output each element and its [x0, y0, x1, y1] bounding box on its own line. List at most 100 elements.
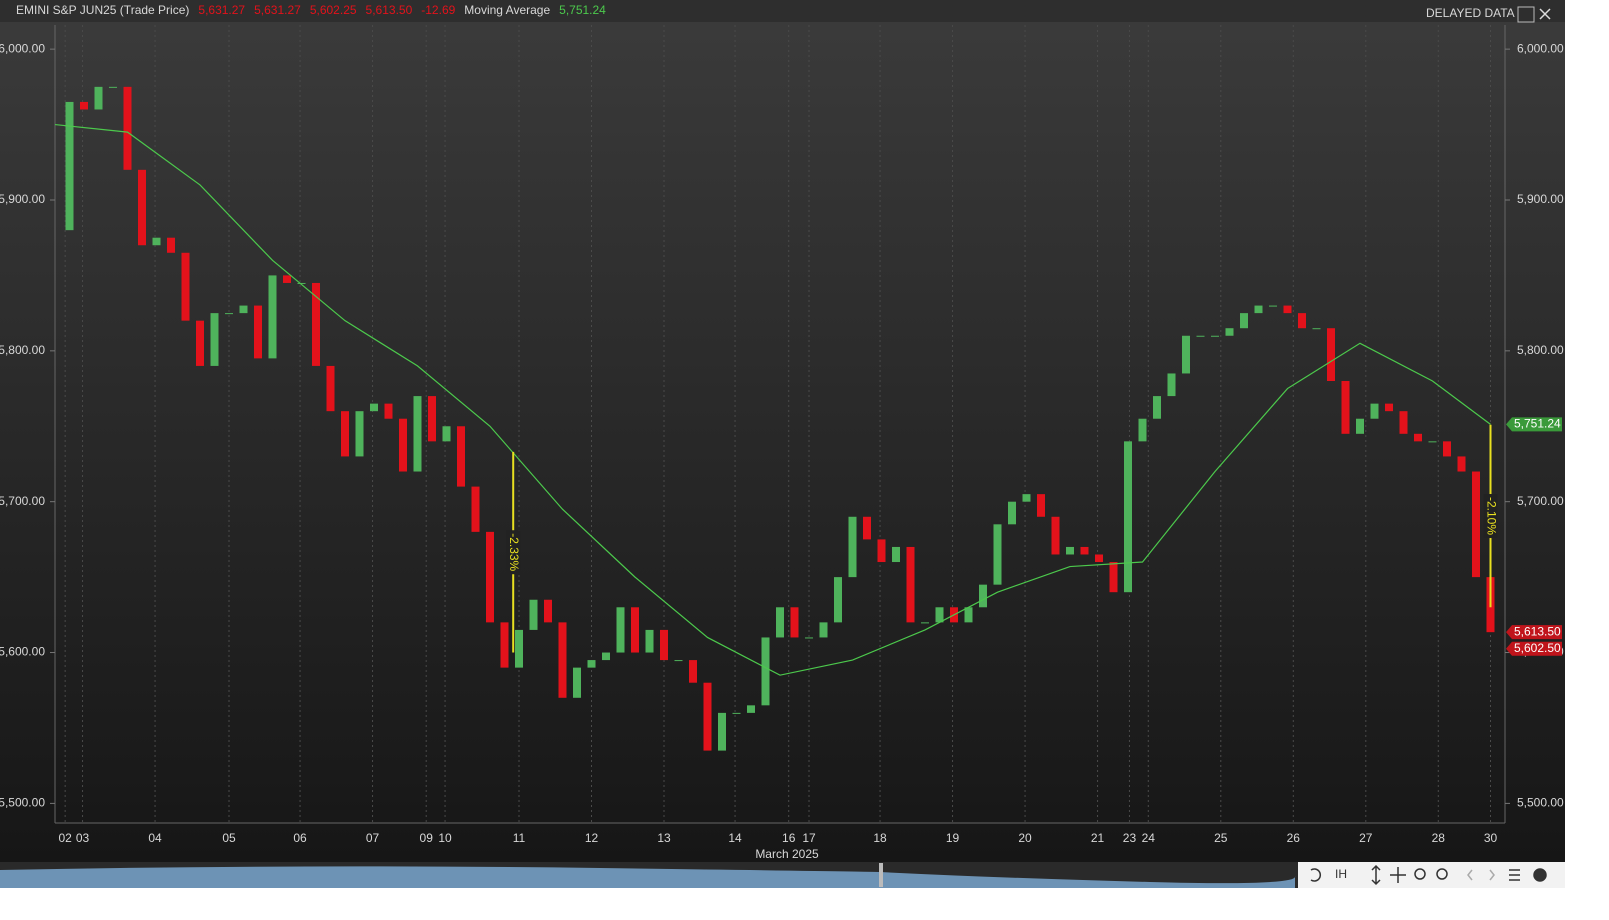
candle-down: [471, 486, 480, 532]
candle-up: [355, 411, 364, 457]
candle-up: [1269, 305, 1277, 307]
candle-down: [123, 86, 132, 170]
candle-up: [515, 629, 523, 668]
y2-tick-label: 5,500.00: [1517, 796, 1564, 810]
candle-up: [587, 660, 596, 668]
restore-button[interactable]: [1517, 6, 1535, 23]
x-tick-label: 04: [148, 831, 162, 845]
zoom-out-icon[interactable]: [1414, 868, 1426, 880]
price-tag-label: 5,613.50: [1514, 624, 1561, 638]
x-tick-label: 17: [802, 831, 816, 845]
x-tick-label: 25: [1214, 831, 1228, 845]
candle-up: [1196, 335, 1205, 337]
candle-up: [921, 622, 929, 624]
candle-up: [616, 607, 625, 653]
candle-down: [312, 282, 320, 366]
candle-up: [602, 652, 610, 661]
y-tick-label: 6,000.00: [0, 41, 45, 55]
indicator-value: 5,751.24: [559, 3, 606, 17]
close-button[interactable]: [1539, 8, 1551, 20]
candle-down: [1037, 494, 1045, 517]
candle-up: [892, 546, 900, 563]
x-tick-label: 30: [1484, 831, 1498, 845]
x-tick-label: 07: [366, 831, 380, 845]
x-tick-label: 10: [438, 831, 452, 845]
candle-down: [703, 682, 712, 751]
x-tick-label: 20: [1018, 831, 1032, 845]
candle-up: [1167, 373, 1176, 397]
refresh-icon[interactable]: [1310, 868, 1321, 882]
candle-up: [1124, 441, 1132, 593]
candle-up: [152, 237, 161, 246]
candle-down: [167, 237, 175, 253]
candle-up: [94, 86, 103, 110]
x-tick-label: 14: [728, 831, 742, 845]
candle-down: [1051, 516, 1060, 555]
x-tick-label: 21: [1091, 831, 1105, 845]
x-tick-label: 19: [946, 831, 960, 845]
candle-up: [674, 660, 683, 662]
candle-up: [1428, 441, 1437, 443]
annotation-label: -2.10%: [1484, 497, 1498, 535]
x-tick-label: 28: [1432, 831, 1446, 845]
x-tick-label: 05: [222, 831, 236, 845]
legend-header: EMINI S&P JUN25 (Trade Price) 5,631.27 5…: [16, 3, 606, 17]
candle-up: [370, 403, 378, 412]
candle-up: [935, 607, 944, 623]
candle-up: [1153, 396, 1161, 419]
status: DELAYED DATA: [1426, 6, 1515, 20]
price-tag: [1506, 625, 1562, 640]
candle-up: [1211, 335, 1219, 337]
candle-down: [1327, 328, 1335, 382]
instrument: EMINI S&P JUN25 (Trade Price): [16, 3, 190, 17]
candle-up: [848, 516, 857, 578]
x-tick-label: 18: [873, 831, 887, 845]
candle-up: [1138, 418, 1147, 442]
candle-down: [689, 660, 697, 683]
candle-down: [906, 546, 915, 623]
x-tick-label: 03: [76, 831, 90, 845]
background: [0, 4, 1565, 888]
header-bar: [0, 0, 1565, 22]
moving-average-line: [54, 123, 1491, 676]
candle-up: [413, 396, 422, 472]
price-tag: [1506, 641, 1562, 656]
candle-down: [384, 403, 393, 419]
candle-up: [718, 712, 726, 751]
pan-icon[interactable]: [1390, 867, 1406, 883]
candle-down: [863, 516, 871, 540]
candle-up: [1066, 546, 1074, 555]
y-tick-label: 5,700.00: [0, 494, 45, 508]
header-value: 5,602.25: [309, 3, 357, 17]
price-tag-label: 5,751.24: [1514, 417, 1561, 431]
candle-up: [979, 584, 987, 608]
candle-down: [428, 396, 436, 442]
candle-down: [138, 169, 146, 246]
candle-up: [834, 577, 842, 623]
menu-icon[interactable]: [1509, 869, 1520, 881]
navigator-handle[interactable]: [879, 863, 883, 887]
header-value: 5,613.50: [365, 3, 413, 17]
candle-down: [1385, 403, 1393, 412]
candle-down: [1298, 313, 1306, 329]
palette-icon[interactable]: [1533, 868, 1547, 882]
toolbar-mode[interactable]: IH: [1335, 867, 1347, 881]
y-tick-label: 5,600.00: [0, 645, 45, 659]
nav-arrows[interactable]: [1467, 869, 1495, 881]
candle-up: [1022, 494, 1031, 502]
candle-down: [457, 426, 465, 487]
y-tick-label: 5,800.00: [0, 343, 45, 357]
x-tick-label: 09: [420, 831, 434, 845]
indicator-name: Moving Average: [464, 3, 551, 17]
candle-down: [399, 418, 407, 472]
candle-up: [732, 712, 741, 714]
candle-up: [761, 637, 770, 706]
candle-up: [747, 705, 755, 713]
zoom-in-icon[interactable]: [1436, 868, 1448, 880]
vertical-zoom-icon[interactable]: [1371, 864, 1381, 886]
navigator-area: [0, 866, 1296, 888]
candle-down: [1095, 554, 1103, 563]
candle-down: [196, 320, 204, 366]
candle-down: [558, 622, 567, 698]
toolbar-icons: [1310, 864, 1547, 886]
